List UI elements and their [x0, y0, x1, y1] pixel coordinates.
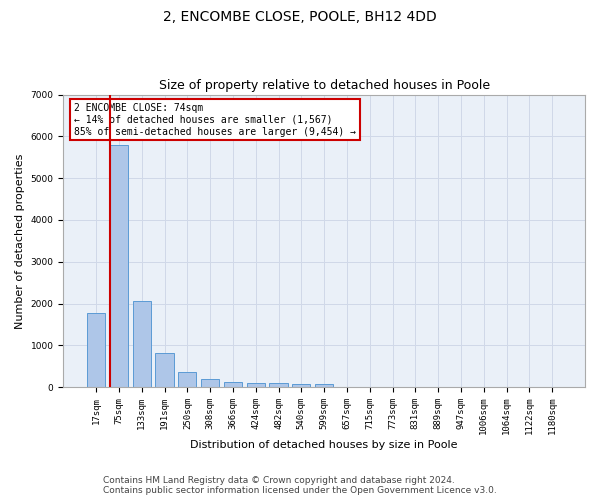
Bar — [269, 383, 287, 387]
Bar — [178, 372, 196, 387]
X-axis label: Distribution of detached houses by size in Poole: Distribution of detached houses by size … — [190, 440, 458, 450]
Title: Size of property relative to detached houses in Poole: Size of property relative to detached ho… — [158, 79, 490, 92]
Text: 2, ENCOMBE CLOSE, POOLE, BH12 4DD: 2, ENCOMBE CLOSE, POOLE, BH12 4DD — [163, 10, 437, 24]
Y-axis label: Number of detached properties: Number of detached properties — [15, 153, 25, 328]
Bar — [133, 301, 151, 387]
Bar — [155, 353, 173, 387]
Text: 2 ENCOMBE CLOSE: 74sqm
← 14% of detached houses are smaller (1,567)
85% of semi-: 2 ENCOMBE CLOSE: 74sqm ← 14% of detached… — [74, 104, 356, 136]
Bar — [292, 384, 310, 387]
Bar — [315, 384, 333, 387]
Bar — [201, 379, 219, 387]
Bar — [247, 382, 265, 387]
Text: Contains HM Land Registry data © Crown copyright and database right 2024.
Contai: Contains HM Land Registry data © Crown c… — [103, 476, 497, 495]
Bar — [224, 382, 242, 387]
Bar — [87, 312, 105, 387]
Bar — [110, 144, 128, 387]
